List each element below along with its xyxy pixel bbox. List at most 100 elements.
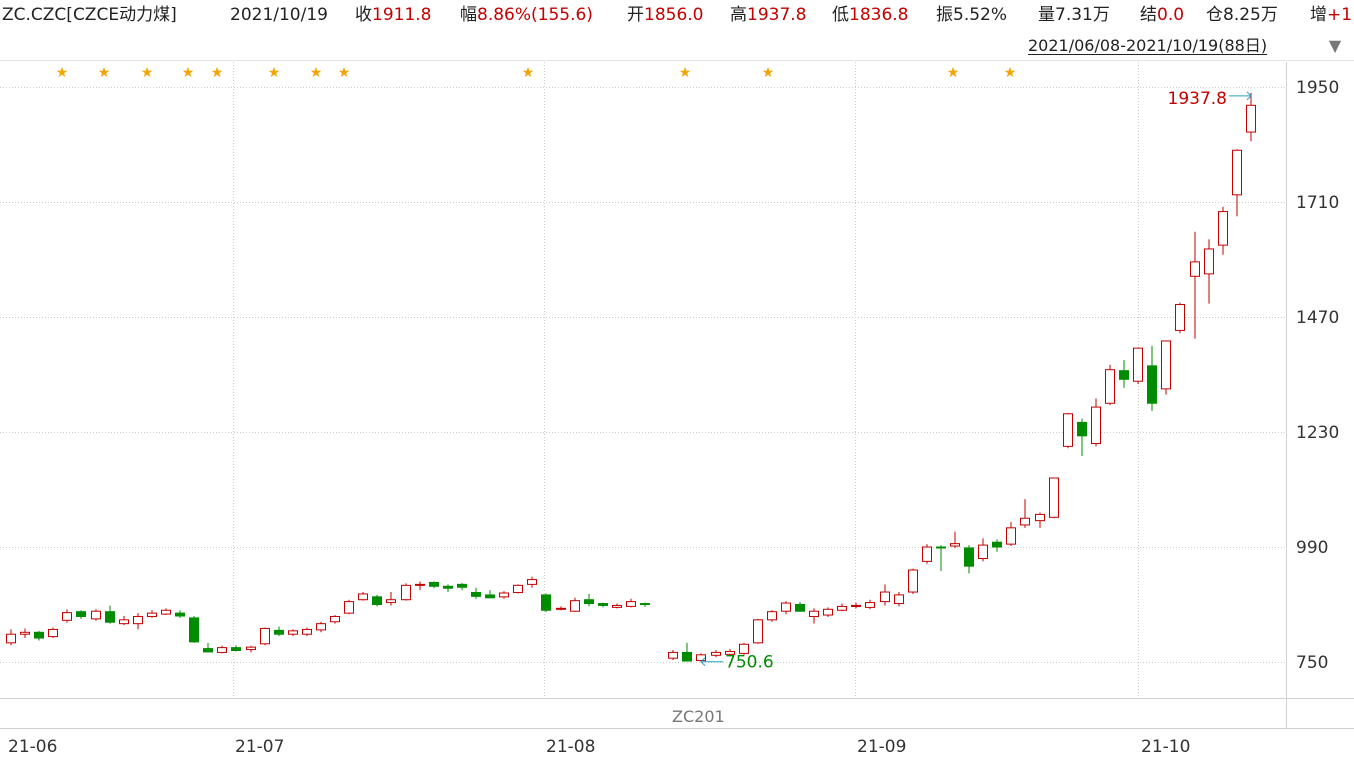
open-value: 1856.0	[644, 5, 704, 25]
star-marker: ★	[141, 65, 154, 81]
candle-body	[908, 569, 918, 593]
candle-body	[894, 594, 904, 605]
contract-label: ZC201	[672, 707, 725, 726]
candle-body	[91, 610, 101, 620]
star-markers: ★ ★ ★ ★ ★ ★ ★ ★ ★ ★ ★ ★ ★	[56, 65, 1017, 81]
up-candle	[316, 621, 326, 633]
candle-body	[696, 654, 706, 662]
dropdown-triangle-icon[interactable]: ▼	[1328, 36, 1342, 55]
candle-body	[640, 603, 650, 606]
up-candle	[908, 568, 918, 594]
candle-body	[1091, 406, 1101, 445]
candle-body	[1020, 517, 1030, 526]
candle-body	[711, 651, 721, 656]
star-marker: ★	[947, 65, 960, 81]
up-candle	[6, 629, 16, 646]
down-candle	[964, 545, 974, 574]
up-candle	[781, 601, 791, 615]
down-candle	[429, 581, 439, 589]
down-candle	[936, 545, 946, 571]
down-candle	[1077, 418, 1087, 456]
axes: 750 990 1230 1470 1710 1950 21-06 21-07 21-08 21-…	[0, 62, 1354, 757]
candle-body	[260, 627, 270, 645]
candle-body	[598, 603, 608, 606]
star-marker: ★	[310, 65, 323, 81]
xtick-label: 21-10	[1141, 737, 1190, 757]
candle-body	[950, 543, 960, 547]
candle-body	[105, 611, 115, 623]
down-candle	[485, 590, 495, 599]
up-candle	[1006, 522, 1016, 547]
candle-body	[330, 615, 340, 623]
down-candle	[189, 616, 199, 643]
up-candle	[865, 599, 875, 610]
date-range-selector[interactable]: 2021/06/08-2021/10/19(88日)	[1028, 36, 1268, 55]
down-candle	[640, 602, 650, 607]
down-candle	[471, 587, 481, 599]
up-candle	[527, 576, 537, 588]
candle-body	[795, 604, 805, 612]
candle-body	[753, 619, 763, 644]
up-candle	[739, 642, 749, 655]
candle-body	[570, 600, 580, 612]
high-value: 1937.8	[747, 5, 807, 25]
high-field: 高1937.8	[730, 0, 806, 30]
high-label: 高	[730, 5, 747, 25]
candle-body	[231, 647, 241, 651]
quote-date: 2021/10/19	[230, 5, 328, 25]
up-candle	[570, 597, 580, 612]
candle-body	[851, 604, 861, 607]
settle-label: 结	[1140, 5, 1157, 25]
ytick-label: 1950	[1296, 78, 1339, 98]
candle-body	[922, 546, 932, 562]
min-pointer-arrow	[700, 657, 706, 667]
xtick-label: 21-09	[857, 737, 906, 757]
amplitude-label: 振	[936, 5, 953, 25]
up-candle	[753, 618, 763, 644]
candle-body	[541, 594, 551, 611]
up-candle	[119, 616, 129, 626]
star-marker: ★	[98, 65, 111, 81]
up-candle	[922, 544, 932, 564]
up-candle	[1204, 239, 1214, 304]
settle-field: 结0.0	[1140, 0, 1184, 30]
candle-body	[1147, 365, 1157, 404]
candle-body	[1204, 248, 1214, 275]
star-marker: ★	[522, 65, 535, 81]
up-candle	[260, 627, 270, 646]
increase-field: 增+1	[1310, 0, 1352, 30]
candle-body	[992, 541, 1002, 548]
candle-body	[1190, 261, 1200, 277]
low-label: 低	[832, 5, 849, 25]
candle-body	[1218, 211, 1228, 246]
candle-body	[119, 619, 129, 625]
up-candle	[48, 627, 58, 639]
amplitude-value: 5.52%	[953, 5, 1008, 25]
up-candle	[978, 538, 988, 562]
candle-body	[203, 648, 213, 653]
candle-body	[246, 646, 256, 651]
candle-body	[443, 585, 453, 589]
candle-body	[837, 605, 847, 611]
candle-body	[485, 594, 495, 599]
candle-body	[626, 601, 636, 607]
down-candle	[992, 539, 1002, 552]
up-candle	[894, 592, 904, 607]
increase-label: 增	[1310, 5, 1327, 25]
down-candle	[598, 602, 608, 608]
up-candle	[837, 603, 847, 612]
candle-body	[978, 544, 988, 559]
candle-body	[809, 610, 819, 617]
up-candle	[612, 603, 622, 609]
header-divider	[0, 60, 1354, 61]
up-candle	[809, 608, 819, 624]
candle-body	[386, 599, 396, 604]
star-marker: ★	[268, 65, 281, 81]
down-candle	[457, 582, 467, 591]
up-candle	[91, 609, 101, 621]
star-marker: ★	[1004, 65, 1017, 81]
candle-body	[936, 546, 946, 549]
up-candle	[1246, 92, 1256, 142]
candle-body	[1063, 413, 1073, 447]
